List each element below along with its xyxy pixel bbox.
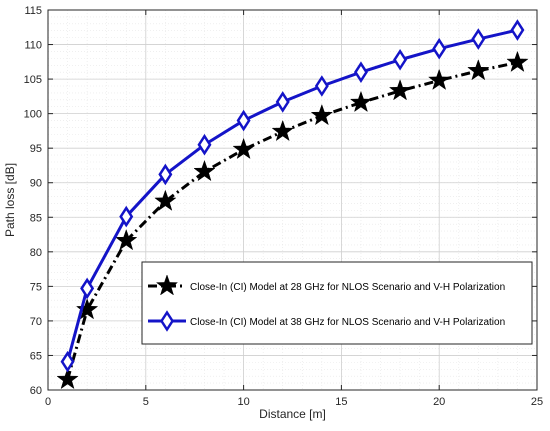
y-tick-label: 60: [30, 385, 42, 397]
y-tick-label: 115: [24, 5, 42, 17]
x-tick-label: 10: [237, 396, 249, 408]
y-tick-label: 80: [30, 247, 42, 259]
x-axis-ticks: 0 5 10 15 20 25: [45, 10, 543, 408]
y-tick-label: 95: [30, 143, 42, 155]
series-1-point: [197, 133, 212, 156]
x-tick-label: 0: [45, 396, 51, 408]
y-tick-label: 70: [30, 316, 42, 328]
series-0-point: [349, 90, 373, 113]
series-0-point: [75, 298, 99, 320]
series-0-point: [56, 367, 79, 390]
series-0-point: [232, 137, 255, 160]
legend-box: [141, 261, 533, 345]
x-tick-label: 15: [335, 396, 347, 408]
series-0-point: [193, 159, 216, 182]
y-axis-label: Path loss [dB]: [3, 163, 17, 237]
legend-label-38ghz: Close-In (CI) Model at 38 GHz for NLOS S…: [190, 317, 505, 328]
y-axis-ticks: 60 65 70 75 80 85 90 95 100 105 110 115: [24, 5, 537, 397]
series-1-point: [432, 37, 447, 60]
series-0-point: [388, 79, 412, 101]
x-axis-label: Distance [m]: [259, 407, 326, 421]
series-1-point: [158, 163, 173, 186]
series-0-point: [310, 103, 334, 126]
series-1-point: [236, 109, 251, 132]
series-1-point: [314, 75, 329, 97]
x-tick-label: 5: [143, 396, 149, 408]
plot-area-frame: [47, 9, 538, 391]
legend-marker-1: [160, 310, 174, 332]
series-1-point: [510, 19, 525, 41]
series-0-point: [506, 50, 529, 73]
series-1-point: [80, 277, 95, 300]
legend-sample-38ghz: [148, 310, 186, 332]
series-0-point: [154, 189, 177, 211]
y-tick-label: 100: [24, 109, 42, 121]
legend-marker-0: [155, 274, 179, 296]
y-tick-label: 105: [24, 74, 42, 86]
series-0-point: [467, 59, 490, 81]
series-1-point: [275, 91, 290, 113]
series-1-point: [393, 48, 408, 71]
series-layer: [56, 19, 529, 390]
series-0-point: [271, 119, 294, 142]
series-1-point: [119, 205, 134, 228]
series-1-point: [353, 61, 368, 83]
y-tick-label: 75: [30, 281, 42, 293]
y-tick-label: 85: [30, 212, 42, 224]
y-tick-label: 90: [30, 178, 42, 190]
legend-sample-28ghz: [148, 274, 186, 296]
series-0-point: [115, 228, 138, 251]
y-tick-label: 65: [30, 350, 42, 362]
x-tick-label: 20: [433, 396, 445, 408]
x-tick-label: 25: [531, 396, 543, 408]
series-0-point: [428, 68, 451, 90]
legend: Close-In (CI) Model at 28 GHz for NLOS S…: [141, 261, 533, 345]
series-1-point: [60, 350, 75, 373]
y-tick-label: 110: [24, 40, 42, 52]
series-1-point: [471, 28, 486, 50]
legend-label-28ghz: Close-In (CI) Model at 28 GHz for NLOS S…: [190, 282, 505, 293]
